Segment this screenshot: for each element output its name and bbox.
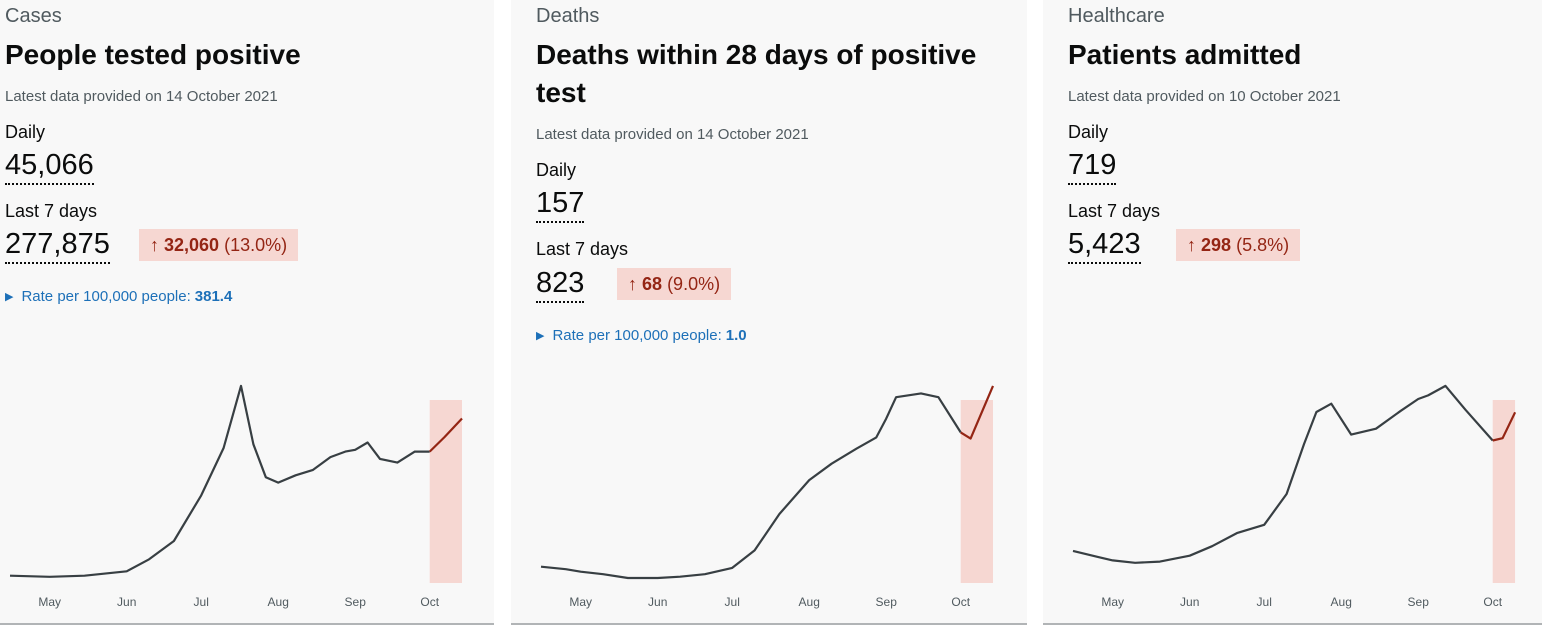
x-tick-label: May [569, 595, 592, 609]
last-7-days-value[interactable]: 277,875 [5, 228, 110, 264]
rate-label: Rate per 100,000 people: [21, 288, 191, 305]
series-line [540, 392, 962, 580]
change-value: 298 [1201, 235, 1232, 255]
x-tick-label: Jul [194, 595, 209, 609]
last-7-days-value[interactable]: 5,423 [1068, 228, 1141, 264]
arrow-up-icon: ↑ [150, 235, 159, 255]
healthcare-card: Healthcare Patients admitted Latest data… [1043, 0, 1542, 625]
x-tick-label: Aug [268, 595, 289, 609]
triangle-right-icon: ▶ [536, 330, 545, 342]
last-7-days-label: Last 7 days [5, 201, 98, 221]
last-7-days-label: Last 7 days [536, 239, 629, 259]
last-7-days-label: Last 7 days [1068, 201, 1161, 221]
change-badge: ↑ 68 (9.0%) [617, 268, 732, 300]
rate-toggle[interactable]: ▶ Rate per 100,000 people: 1.0 [536, 327, 747, 344]
cases-chart: May Jun Jul Aug Sep Oct [9, 384, 463, 609]
last-7-days-value[interactable]: 823 [536, 267, 585, 303]
series-line-latest [1492, 411, 1517, 442]
change-badge: ↑ 32,060 (13.0%) [139, 229, 299, 261]
latest-data-text: Latest data provided on 14 October 2021 [536, 126, 809, 143]
cases-card: Cases People tested positive Latest data… [0, 0, 494, 625]
x-tick-label: May [1101, 595, 1124, 609]
change-value: 68 [642, 274, 663, 294]
x-tick-label: Sep [345, 595, 367, 609]
x-tick-label: Jun [117, 595, 136, 609]
change-percent: (13.0%) [224, 235, 288, 255]
x-tick-label: Jun [648, 595, 667, 609]
change-value: 32,060 [164, 235, 220, 255]
daily-value[interactable]: 157 [536, 187, 585, 223]
x-tick-label: Sep [1408, 595, 1430, 609]
x-tick-label: Oct [1483, 595, 1502, 609]
highlight-band [960, 400, 993, 583]
latest-data-text: Latest data provided on 14 October 2021 [5, 88, 278, 105]
x-tick-label: Oct [420, 595, 439, 609]
series-line-latest [960, 385, 995, 440]
change-percent: (9.0%) [667, 274, 721, 294]
highlight-band [429, 400, 462, 583]
x-tick-label: Jul [725, 595, 740, 609]
card-heading[interactable]: People tested positive [5, 39, 301, 70]
change-badge: ↑ 298 (5.8%) [1176, 229, 1301, 261]
series-line-latest [428, 417, 463, 453]
highlight-band [1492, 400, 1516, 583]
series-line [1072, 384, 1494, 564]
daily-label: Daily [1068, 122, 1109, 142]
card-heading[interactable]: Deaths within 28 days of positive test [536, 39, 977, 108]
triangle-right-icon: ▶ [5, 291, 14, 303]
daily-label: Daily [536, 160, 577, 180]
x-tick-label: Jun [1180, 595, 1199, 609]
rate-label: Rate per 100,000 people: [552, 327, 722, 344]
x-tick-label: Aug [1331, 595, 1352, 609]
card-caption: Cases [5, 5, 62, 27]
rate-toggle[interactable]: ▶ Rate per 100,000 people: 381.4 [5, 288, 232, 305]
arrow-up-icon: ↑ [628, 274, 637, 294]
x-tick-label: Aug [799, 595, 820, 609]
deaths-chart: May Jun Jul Aug Sep Oct [540, 385, 995, 609]
card-caption: Deaths [536, 5, 600, 27]
deaths-card: Deaths Deaths within 28 days of positive… [511, 0, 1027, 625]
rate-value: 381.4 [194, 288, 233, 305]
daily-label: Daily [5, 122, 46, 142]
x-tick-label: Jul [1257, 595, 1272, 609]
x-tick-label: May [38, 595, 61, 609]
rate-value: 1.0 [725, 327, 747, 344]
card-heading[interactable]: Patients admitted [1068, 39, 1302, 70]
daily-value[interactable]: 719 [1068, 149, 1117, 185]
healthcare-chart: May Jun Jul Aug Sep Oct [1072, 384, 1517, 609]
series-line [9, 384, 430, 578]
x-tick-label: Sep [876, 595, 898, 609]
x-tick-label: Oct [951, 595, 970, 609]
change-percent: (5.8%) [1236, 235, 1290, 255]
latest-data-text: Latest data provided on 10 October 2021 [1068, 88, 1341, 105]
daily-value[interactable]: 45,066 [5, 149, 94, 185]
arrow-up-icon: ↑ [1187, 235, 1196, 255]
card-caption: Healthcare [1068, 5, 1165, 27]
